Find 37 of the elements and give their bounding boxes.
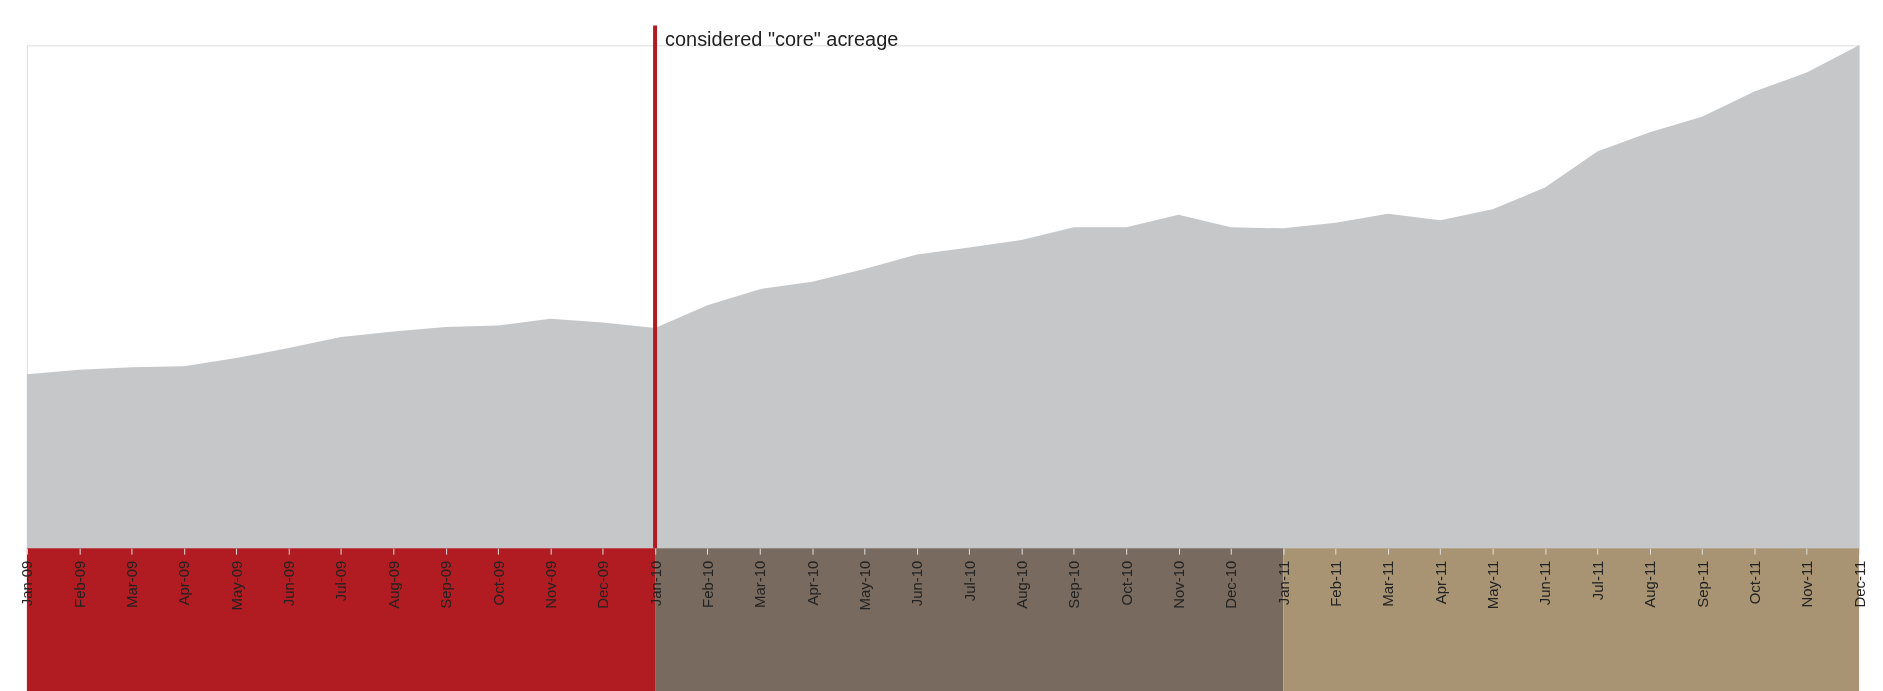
- x-tick-label: May-09: [227, 560, 245, 611]
- x-tick-label: Jan-09: [18, 560, 36, 607]
- x-tick-label: Nov-10: [1170, 560, 1188, 609]
- x-tick-label: Jan-10: [646, 560, 664, 607]
- x-tick-label: Jul-10: [960, 560, 978, 602]
- x-tick-label: Aug-09: [384, 560, 402, 609]
- x-tick-label: Mar-10: [751, 560, 769, 608]
- x-tick-label: Oct-09: [489, 560, 507, 606]
- x-tick-label: Apr-10: [803, 560, 821, 606]
- x-tick-label: Jun-10: [908, 560, 926, 607]
- x-tick-label: Oct-10: [1117, 560, 1135, 606]
- x-tick-label: Apr-11: [1431, 560, 1449, 605]
- x-tick-label: Jul-09: [332, 560, 350, 602]
- x-tick-label: Mar-09: [123, 560, 141, 608]
- x-tick-label: May-10: [855, 560, 873, 611]
- x-tick-label: Sep-11: [1693, 560, 1711, 608]
- x-tick-label: May-11: [1484, 560, 1502, 610]
- x-tick-label: Jul-11: [1588, 560, 1606, 601]
- x-tick-label: Sep-10: [1065, 560, 1083, 609]
- x-tick-label: Sep-09: [437, 560, 455, 609]
- x-tick-label: Nov-11: [1798, 560, 1816, 608]
- x-tick-label: Feb-10: [698, 560, 716, 608]
- x-tick-label: Aug-10: [1012, 560, 1030, 609]
- x-tick-label: Oct-11: [1745, 560, 1763, 605]
- ref-line-label: considered "core" acreage: [665, 28, 899, 51]
- x-tick-label: Jun-09: [280, 560, 298, 607]
- x-tick-label: Feb-09: [70, 560, 88, 608]
- x-tick-label: Apr-09: [175, 560, 193, 606]
- x-tick-label: Aug-11: [1641, 560, 1659, 608]
- x-tick-label: Jan-11: [1274, 560, 1292, 606]
- x-tick-label: Dec-10: [1222, 560, 1240, 609]
- x-tick-label: Jun-11: [1536, 560, 1554, 606]
- x-tick-label: Dec-11: [1850, 560, 1868, 608]
- x-tick-label: Dec-09: [594, 560, 612, 609]
- x-tick-label: Nov-09: [541, 560, 559, 609]
- x-tick-label: Mar-11: [1379, 560, 1397, 607]
- x-tick-label: Feb-11: [1327, 560, 1345, 607]
